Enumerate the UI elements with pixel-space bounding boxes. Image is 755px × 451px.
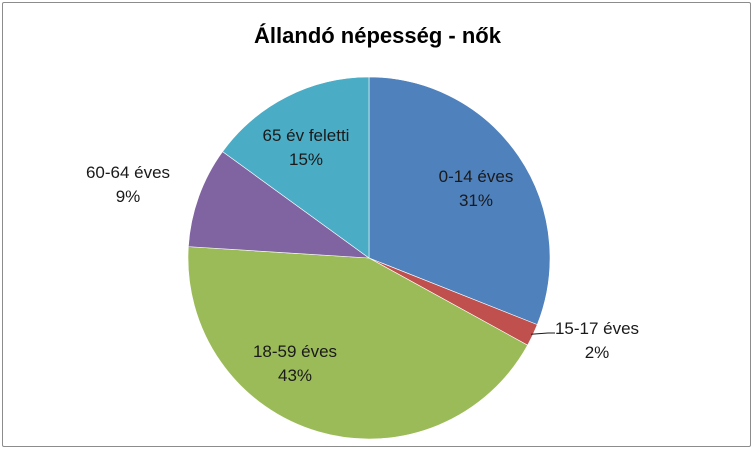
slice-label-3: 18-59 éves	[253, 342, 337, 361]
slice-value-1: 31%	[459, 191, 493, 210]
slice-value-2: 2%	[585, 343, 610, 362]
slice-label-4: 60-64 éves	[86, 163, 170, 182]
chart-title: Állandó népesség - nők	[254, 23, 501, 48]
slice-value-4: 9%	[116, 187, 141, 206]
pie-slice-5	[222, 76, 370, 259]
slice-value-5: 15%	[289, 150, 323, 169]
slice-label-1: 0-14 éves	[439, 167, 514, 186]
pie-slice-1	[368, 76, 551, 326]
slice-label-2: 15-17 éves	[555, 319, 639, 338]
pie-slice-4	[188, 151, 371, 259]
pie-slice-3	[187, 246, 529, 440]
slice-label-5: 65 év feletti	[263, 126, 350, 145]
slice-value-3: 43%	[278, 366, 312, 385]
leader-line	[530, 332, 555, 335]
